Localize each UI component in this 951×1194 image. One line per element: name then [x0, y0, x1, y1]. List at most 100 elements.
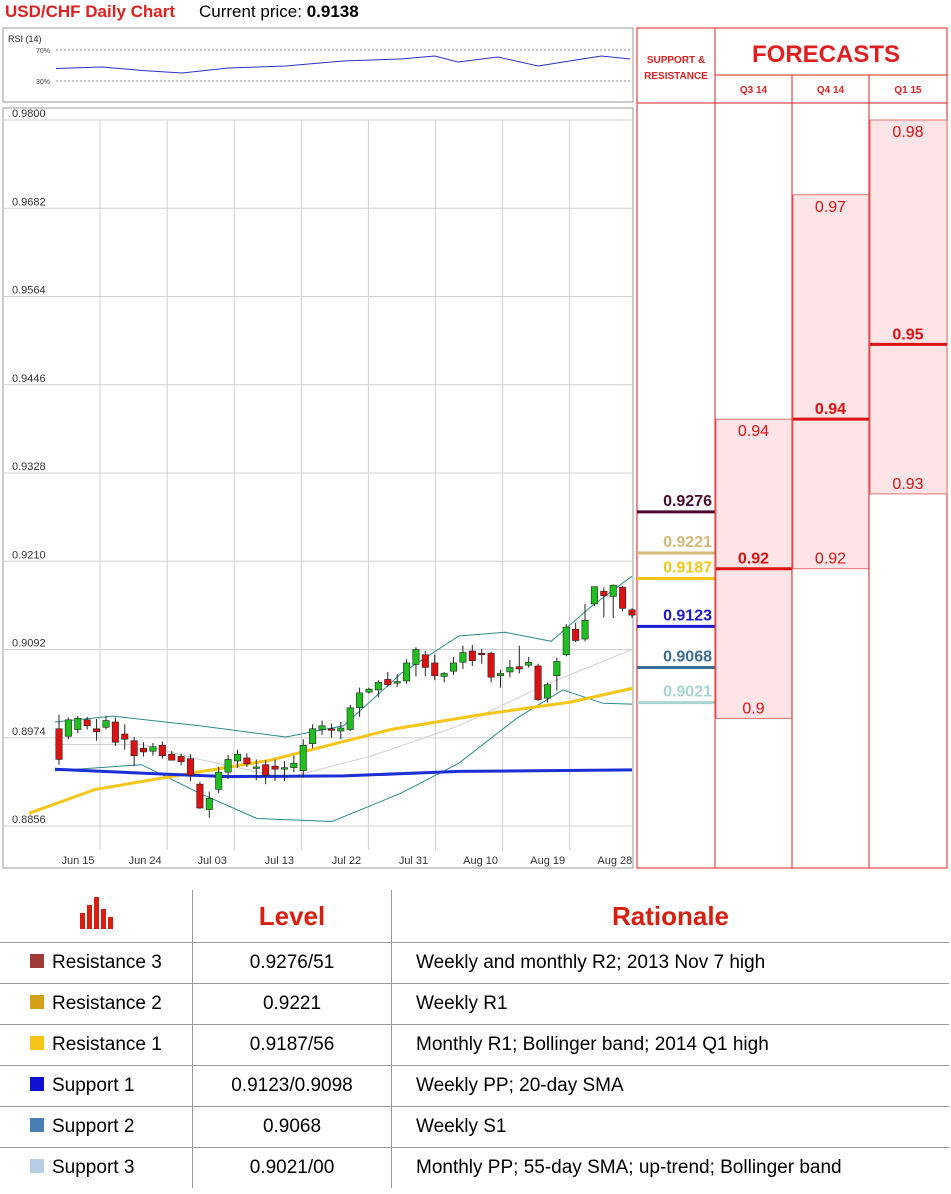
candle-body [468, 650, 476, 662]
sr-column [636, 27, 716, 869]
forecast-column: Q3 14 0.94 0.92 0.9 [715, 85, 793, 719]
candle [215, 766, 223, 794]
candle [515, 645, 523, 674]
y-tick-label: 0.9682 [12, 196, 46, 208]
candle [168, 751, 176, 761]
sr-level-label: 0.9187 [663, 559, 712, 576]
candle-body [450, 662, 458, 672]
candle [628, 608, 636, 619]
candle [187, 754, 195, 782]
level-name: Support 2 [0, 1106, 193, 1148]
levels-table-icon-cell [0, 890, 193, 943]
sr-level-label: 0.9276 [663, 493, 712, 510]
sr-level: 0.9021 [637, 684, 715, 705]
level-name-text: Support 2 [52, 1116, 135, 1137]
level-color-swatch [30, 1035, 44, 1050]
candle-body [506, 667, 514, 673]
level-name-text: Support 1 [52, 1075, 135, 1096]
sr-level: 0.9068 [637, 648, 715, 669]
level-name: Resistance 1 [0, 1024, 193, 1066]
candle-body [102, 720, 110, 728]
candle [450, 656, 458, 675]
forecast-quarter-label: Q1 15 [894, 85, 922, 96]
level-name: Support 3 [0, 1147, 193, 1188]
candle [158, 741, 166, 759]
level-name-text: Resistance 2 [52, 993, 162, 1014]
candle-body [365, 688, 373, 693]
levels-table-row: Support 1 0.9123/0.9098 Weekly PP; 20-day … [0, 1065, 949, 1107]
candle [74, 716, 82, 734]
candle [365, 687, 373, 694]
candle [280, 760, 288, 782]
level-color-swatch [30, 953, 44, 968]
candle [93, 719, 101, 741]
sr-level: 0.9187 [637, 559, 715, 580]
candle [393, 674, 401, 687]
candle [553, 657, 561, 691]
candle-body [215, 771, 223, 790]
level-value: 0.9187/56 [192, 1024, 392, 1066]
candle-body [64, 719, 72, 737]
level-value: 0.9221 [192, 983, 392, 1025]
candle [271, 759, 279, 782]
candle-body [572, 629, 580, 641]
candle-body [562, 626, 570, 656]
levels-table-row: Resistance 3 0.9276/51 Weekly and monthly … [0, 942, 949, 984]
bar-chart-icon [80, 896, 113, 929]
level-name: Support 1 [0, 1065, 193, 1107]
level-name-text: Resistance 3 [52, 952, 162, 973]
candle [130, 737, 138, 767]
sr-level: 0.9123 [637, 607, 715, 628]
forecast-median: 0.95 [892, 326, 923, 343]
level-rationale: Monthly PP; 55-day SMA; up-trend; Bollin… [391, 1147, 949, 1188]
candle-body [346, 707, 354, 730]
candle [140, 742, 148, 757]
candle-body [83, 719, 91, 727]
y-tick-label: 0.8974 [12, 726, 46, 738]
candle-body [233, 753, 241, 762]
x-tick-label: Jul 03 [198, 855, 227, 867]
candle-body [327, 728, 335, 731]
forecast-low: 0.92 [815, 551, 846, 568]
y-tick-label: 0.8856 [12, 814, 46, 826]
level-rationale: Weekly R1 [391, 983, 949, 1025]
rsi-upper-label: 70% [36, 48, 50, 55]
candle [440, 671, 448, 683]
candle [403, 659, 411, 684]
candle-body [459, 652, 467, 663]
y-tick-label: 0.9210 [12, 549, 46, 561]
candle-body [487, 652, 495, 678]
candle [309, 724, 317, 749]
level-name: Resistance 2 [0, 983, 193, 1025]
candle [243, 753, 251, 767]
current-price-value: 0.9138 [306, 2, 359, 21]
candle-body [525, 661, 533, 666]
levels-table-row: Support 3 0.9021/00 Monthly PP; 55-day SMA… [0, 1147, 949, 1188]
y-tick-label: 0.9092 [12, 638, 46, 650]
candle [581, 603, 589, 642]
sma55-line [28, 686, 633, 815]
candle-body [543, 684, 551, 699]
candle-body [318, 725, 326, 730]
candle-body [619, 587, 627, 609]
candle [346, 704, 354, 732]
rsi-lower-label: 30% [36, 79, 50, 86]
rsi-label: RSI (14) [8, 34, 42, 44]
candle [609, 584, 617, 619]
candle-body [177, 756, 185, 762]
level-rationale: Weekly PP; 20-day SMA [391, 1065, 949, 1107]
candle-body [440, 673, 448, 677]
forecast-high: 0.97 [815, 199, 846, 216]
candle [55, 714, 63, 765]
candle-body [196, 783, 204, 809]
candle [421, 650, 429, 677]
candle-body [393, 681, 401, 684]
levels-table-row: Resistance 1 0.9187/56 Monthly R1; Bolling… [0, 1024, 949, 1066]
candle-body [224, 759, 232, 773]
candle [102, 716, 110, 730]
level-color-swatch [30, 1117, 44, 1132]
candle [412, 647, 420, 677]
forecast-quarter-label: Q3 14 [740, 85, 768, 96]
candle [290, 755, 298, 773]
candle-body [609, 584, 617, 597]
